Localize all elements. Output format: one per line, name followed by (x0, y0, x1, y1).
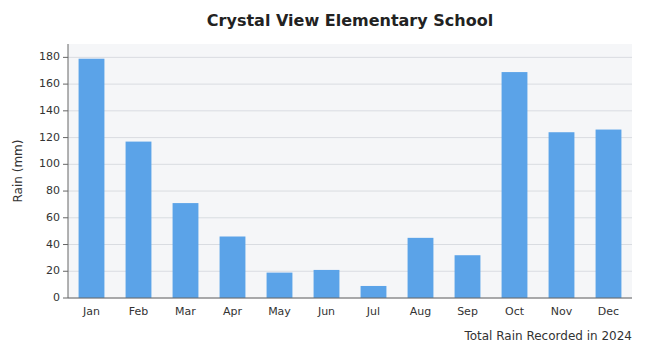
y-tick (63, 57, 68, 58)
y-axis-line (68, 44, 69, 298)
x-tick-label: Jul (366, 305, 380, 318)
grid-line (68, 244, 632, 245)
grid-line (68, 137, 632, 138)
chart-svg: 020406080100120140160180JanFebMarAprMayJ… (0, 0, 650, 360)
grid-line (68, 164, 632, 165)
bar (220, 237, 246, 298)
x-tick-label: Feb (129, 305, 148, 318)
y-tick (63, 217, 68, 218)
y-axis: 0 20 40 60 80 100 120 140 160 180 (39, 44, 68, 304)
x-axis: Jan Feb Mar Apr May Jun Jul Aug Sep Oct Nov Dec (68, 298, 632, 318)
y-tick (63, 244, 68, 245)
plot-background (68, 44, 632, 298)
bar (596, 130, 622, 298)
y-tick-label: 100 (39, 157, 60, 170)
bar (314, 270, 340, 298)
y-tick-label: 180 (39, 50, 60, 63)
y-tick (63, 271, 68, 272)
grid-line (68, 271, 632, 272)
grid-line (68, 191, 632, 192)
x-tick-label: Apr (223, 305, 243, 318)
y-tick-label: 60 (46, 211, 60, 224)
y-tick-label: 40 (46, 238, 60, 251)
y-tick-label: 160 (39, 77, 60, 90)
y-tick (63, 298, 68, 299)
bar (455, 255, 481, 298)
grid-line (68, 217, 632, 218)
y-grid (68, 57, 632, 298)
grid-line (68, 110, 632, 111)
chart-title: Crystal View Elementary School (207, 11, 493, 30)
grid-line (68, 298, 632, 299)
x-tick-label: Dec (598, 305, 619, 318)
x-tick-label: Sep (457, 305, 478, 318)
y-tick-label: 20 (46, 264, 60, 277)
grid-line (68, 57, 632, 58)
y-tick (63, 137, 68, 138)
bar (267, 273, 293, 298)
x-tick-label: Nov (551, 305, 573, 318)
bar (408, 238, 434, 298)
x-tick-label: Oct (505, 305, 525, 318)
y-tick-label: 140 (39, 104, 60, 117)
x-tick-label: Aug (410, 305, 431, 318)
bar (549, 132, 575, 298)
grid-line (68, 84, 632, 85)
x-tick-label: Jan (82, 305, 100, 318)
y-tick (63, 110, 68, 111)
x-tick-label: Mar (175, 305, 196, 318)
bar (173, 203, 199, 298)
y-tick-label: 80 (46, 184, 60, 197)
bar (502, 72, 528, 298)
y-tick (63, 164, 68, 165)
x-tick-label: May (268, 305, 291, 318)
bars (79, 59, 622, 298)
y-tick (63, 191, 68, 192)
y-tick-label: 120 (39, 131, 60, 144)
bar (361, 286, 387, 298)
page: {"chart_data": {"type": "bar", "title": … (0, 0, 650, 360)
x-tick-label: Jun (317, 305, 335, 318)
y-tick (63, 84, 68, 85)
chart-container: 020406080100120140160180JanFebMarAprMayJ… (0, 0, 650, 360)
y-tick-label: 0 (53, 291, 60, 304)
x-axis-line (68, 298, 632, 299)
y-axis-label: Rain (mm) (11, 140, 25, 203)
bar (79, 59, 105, 298)
x-axis-label: Total Rain Recorded in 2024 (463, 329, 632, 343)
bar (126, 142, 152, 298)
